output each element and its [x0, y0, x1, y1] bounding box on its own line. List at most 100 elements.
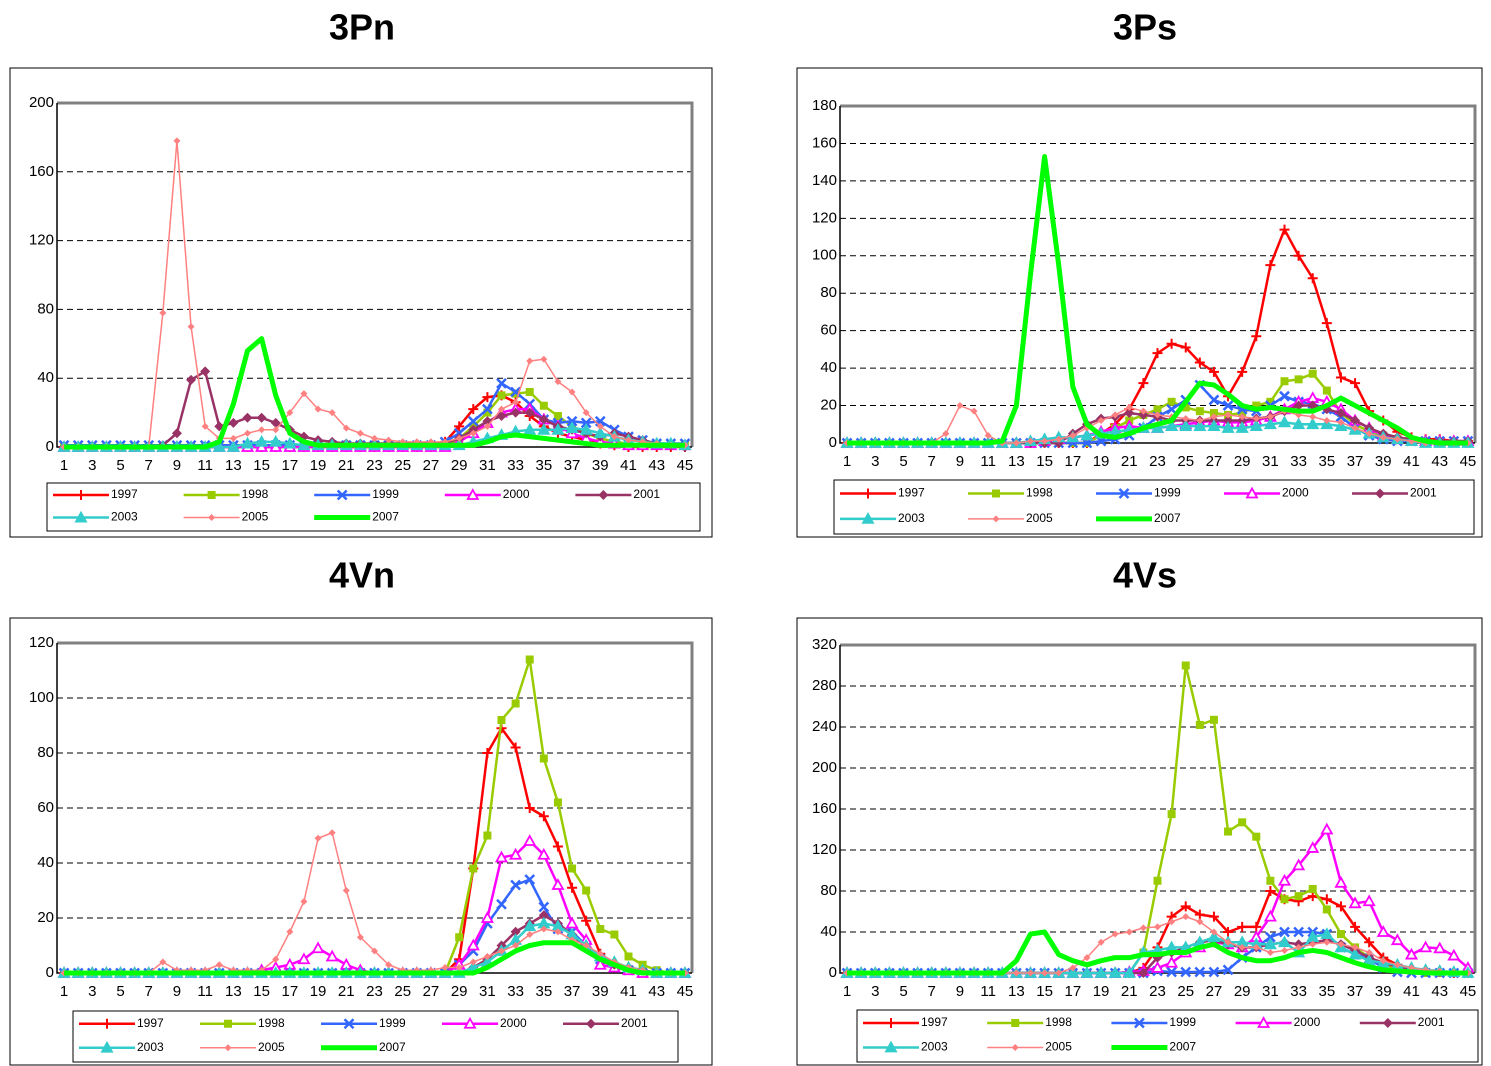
marker [942, 430, 950, 438]
marker [1350, 378, 1361, 389]
x-tick-label: 41 [620, 983, 637, 1000]
marker [207, 491, 216, 499]
marker [540, 925, 548, 933]
marker [466, 938, 480, 951]
series-line [64, 336, 685, 450]
marker [524, 874, 536, 885]
marker [76, 490, 86, 500]
marker [537, 422, 551, 435]
marker [525, 387, 534, 396]
marker [1097, 417, 1105, 425]
marker [510, 926, 521, 937]
marker [1041, 437, 1049, 445]
marker [1348, 896, 1362, 909]
marker [1181, 661, 1190, 670]
x-tick-label: 19 [310, 457, 327, 474]
y-tick-label: 160 [812, 134, 837, 151]
chart-title: 3Pn [329, 7, 395, 48]
x-tick-label: 21 [338, 983, 355, 1000]
marker [1153, 405, 1162, 414]
marker [1012, 969, 1020, 977]
x-tick-label: 1 [60, 983, 68, 1000]
y-tick-label: 240 [812, 718, 837, 735]
marker [1266, 876, 1275, 885]
marker [1122, 966, 1136, 978]
marker [1292, 417, 1306, 430]
marker [1279, 390, 1290, 402]
x-tick-label: 27 [1206, 453, 1223, 470]
x-tick-label: 25 [1177, 453, 1194, 470]
marker [1293, 250, 1304, 261]
x-tick-label: 21 [1121, 983, 1138, 1000]
marker [1265, 260, 1276, 271]
marker [1125, 928, 1133, 936]
marker [539, 754, 548, 763]
legend-label: 1999 [379, 1016, 406, 1030]
marker [1237, 366, 1248, 377]
series-line [847, 929, 1468, 976]
marker [523, 422, 537, 435]
y-tick-label: 20 [820, 397, 837, 414]
marker [1376, 925, 1390, 937]
y-tick-label: 40 [37, 369, 54, 386]
x-tick-label: 37 [1347, 453, 1364, 470]
y-tick-label: 40 [820, 923, 837, 940]
marker [1281, 946, 1288, 954]
plot-border [840, 643, 1477, 973]
x-tick-label: 45 [1460, 983, 1477, 1000]
marker [1179, 419, 1193, 432]
marker [1152, 348, 1163, 359]
marker [537, 847, 551, 860]
marker [371, 434, 378, 442]
marker [497, 391, 506, 400]
marker [1209, 409, 1218, 418]
marker [272, 955, 280, 963]
x-tick-label: 37 [1347, 983, 1364, 1000]
legend-label: 2007 [379, 1040, 406, 1054]
marker [494, 850, 509, 863]
marker [538, 901, 550, 913]
x-tick-label: 27 [423, 983, 440, 1000]
legend-label: 2001 [1418, 1015, 1445, 1029]
marker [201, 422, 209, 430]
marker [1124, 408, 1135, 419]
marker [586, 1018, 596, 1029]
marker [593, 957, 607, 970]
marker [455, 933, 464, 942]
marker [1419, 940, 1433, 953]
marker [1308, 369, 1317, 378]
marker [325, 949, 339, 962]
x-tick-label: 33 [1290, 453, 1307, 470]
marker [884, 1040, 898, 1053]
x-tick-label: 43 [648, 457, 665, 474]
marker [1080, 966, 1094, 978]
marker [483, 953, 491, 960]
legend-label: 2000 [1282, 486, 1309, 500]
y-tick-label: 180 [812, 97, 837, 114]
marker [1083, 954, 1091, 962]
marker [1168, 918, 1176, 926]
marker [1111, 930, 1119, 938]
marker [1320, 927, 1334, 939]
marker [1280, 377, 1289, 386]
marker [1379, 433, 1387, 441]
y-tick-label: 60 [820, 322, 837, 339]
legend-label: 2003 [921, 1040, 948, 1054]
marker [497, 716, 506, 724]
x-tick-label: 1 [843, 453, 851, 470]
marker [551, 878, 565, 890]
legend-label: 2005 [258, 1040, 285, 1054]
x-tick-label: 37 [564, 457, 581, 474]
marker [1027, 969, 1034, 977]
marker [463, 1016, 477, 1029]
x-tick-label: 25 [1177, 983, 1194, 1000]
marker [228, 417, 239, 428]
marker [1154, 411, 1161, 419]
marker [1165, 419, 1179, 432]
marker [956, 402, 964, 410]
marker [1308, 884, 1317, 893]
x-tick-label: 41 [1403, 983, 1420, 1000]
marker [1393, 435, 1401, 443]
